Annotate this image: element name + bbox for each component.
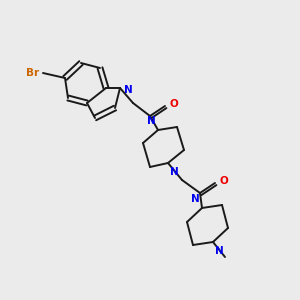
Text: N: N bbox=[147, 116, 156, 126]
Text: N: N bbox=[191, 194, 200, 204]
Text: Br: Br bbox=[26, 68, 39, 78]
Text: O: O bbox=[170, 99, 179, 109]
Text: O: O bbox=[220, 176, 229, 186]
Text: N: N bbox=[170, 167, 179, 177]
Text: N: N bbox=[124, 85, 133, 95]
Text: N: N bbox=[215, 246, 224, 256]
